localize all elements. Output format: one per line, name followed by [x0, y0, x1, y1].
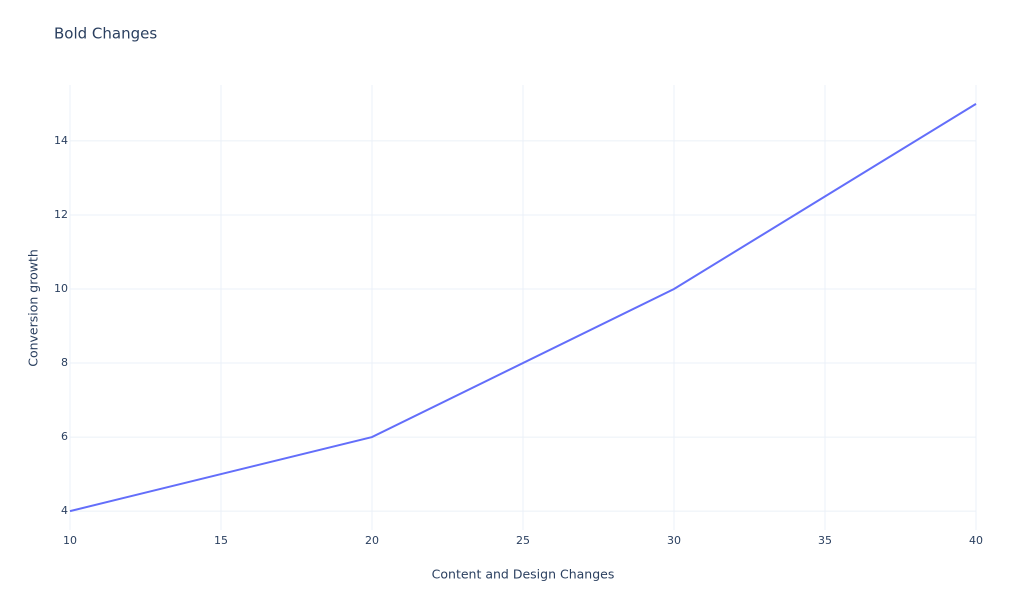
y-tick-label: 14 [54, 134, 68, 147]
y-tick-label: 6 [61, 430, 68, 443]
x-tick-label: 20 [365, 534, 379, 547]
x-axis-title: Content and Design Changes [432, 567, 615, 582]
y-tick-label: 4 [61, 504, 68, 517]
x-tick-label: 25 [516, 534, 530, 547]
y-tick-label: 12 [54, 208, 68, 221]
y-tick-label: 8 [61, 356, 68, 369]
line [69, 103, 977, 513]
chart-title: Bold Changes [54, 25, 157, 43]
x-tick-label: 30 [667, 534, 681, 547]
y-axis-title: Conversion growth [26, 249, 41, 367]
x-tick-label: 15 [214, 534, 228, 547]
x-tick-label: 35 [818, 534, 832, 547]
y-tick-label: 10 [54, 282, 68, 295]
x-tick-label: 10 [63, 534, 77, 547]
x-tick-label: 40 [969, 534, 983, 547]
